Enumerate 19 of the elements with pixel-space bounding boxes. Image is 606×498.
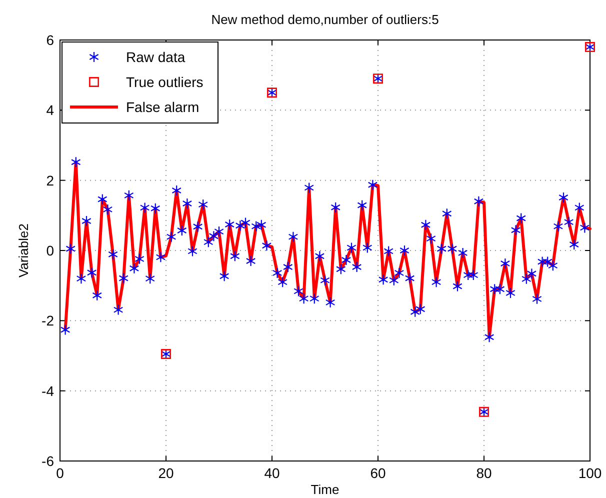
x-tick-label: 0 [56, 465, 64, 481]
y-tick-label: -4 [42, 382, 54, 399]
y-tick-label: 0 [46, 242, 54, 258]
x-axis-title: Time [310, 482, 340, 497]
x-tick-label: 60 [370, 465, 386, 481]
legend-label: Raw data [126, 49, 186, 65]
y-tick-label: 6 [46, 32, 54, 48]
x-tick-label: 20 [158, 465, 174, 481]
chart-title: New method demo,number of outliers:5 [211, 12, 439, 27]
legend-label: True outliers [126, 74, 204, 90]
y-tick-label: 2 [46, 172, 54, 188]
y-tick-label: 4 [46, 102, 54, 118]
x-tick-label: 80 [476, 465, 492, 481]
x-tick-label: 100 [578, 465, 602, 481]
legend-label: False alarm [126, 99, 200, 115]
y-tick-label: -2 [42, 312, 54, 329]
x-tick-label: 40 [264, 465, 280, 481]
y-axis-title: Variable2 [16, 224, 31, 278]
y-tick-label: -6 [42, 453, 54, 469]
